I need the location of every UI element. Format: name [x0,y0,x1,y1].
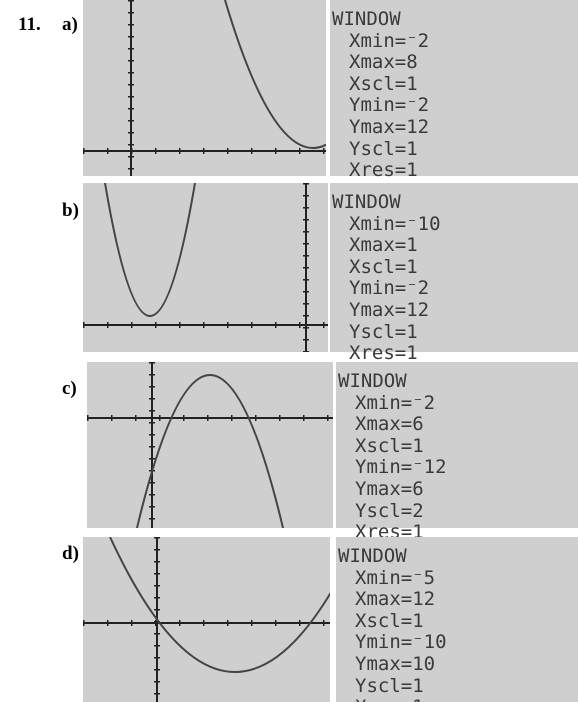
part-label: d) [62,543,79,565]
graph-screen [87,362,333,528]
graph [83,183,328,352]
graph [83,537,330,702]
graph-curve [105,183,195,316]
part-label: a) [62,14,78,36]
part-label: c) [62,378,77,400]
window-setting: Xmin=⁻2 [338,393,578,415]
graph [87,362,333,528]
window-setting: Yscl=1 [338,676,578,698]
window-setting: Xmax=6 [338,414,578,436]
graph [83,0,326,176]
page: 11.a)WINDOWXmin=⁻2Xmax=8Xscl=1Ymin=⁻2Yma… [0,0,578,702]
window-setting: Ymax=6 [338,479,578,501]
part-label: b) [62,200,79,222]
window-setting: Yscl=1 [332,322,578,344]
window-setting: Ymin=⁻12 [338,457,578,479]
graph-curve [225,0,326,148]
window-setting: Xmin=⁻5 [338,568,578,590]
window-title: WINDOW [338,371,578,393]
window-setting: Ymax=12 [332,300,578,322]
window-setting: Xres=1 [332,160,578,182]
window-setting: Xmax=12 [338,589,578,611]
window-setting: Xmin=⁻2 [332,31,578,53]
window-setting: Xscl=1 [332,257,578,279]
window-setting: Xscl=1 [338,436,578,458]
window-setting: Yscl=1 [332,139,578,161]
graph-screen [83,183,328,352]
window-setting: Ymin=⁻2 [332,95,578,117]
window-setting: Ymax=12 [332,117,578,139]
window-setting: Xscl=1 [338,611,578,633]
window-setting: Xscl=1 [332,74,578,96]
window-setting: Xmin=⁻10 [332,214,578,236]
window-setting: Xres=1 [338,697,578,702]
graph-screen [83,537,330,702]
window-setting: Ymin=⁻10 [338,632,578,654]
window-title: WINDOW [338,546,578,568]
graph-screen [83,0,326,176]
problem-number: 11. [18,14,41,36]
graph-curve [110,537,330,672]
graph-curve [137,375,283,528]
window-setting: Ymax=10 [338,654,578,676]
window-setting: Xmax=8 [332,52,578,74]
window-title: WINDOW [332,9,578,31]
window-setting: Yscl=2 [338,501,578,523]
window-setting: Ymin=⁻2 [332,278,578,300]
window-title: WINDOW [332,192,578,214]
window-setting: Xmax=1 [332,235,578,257]
